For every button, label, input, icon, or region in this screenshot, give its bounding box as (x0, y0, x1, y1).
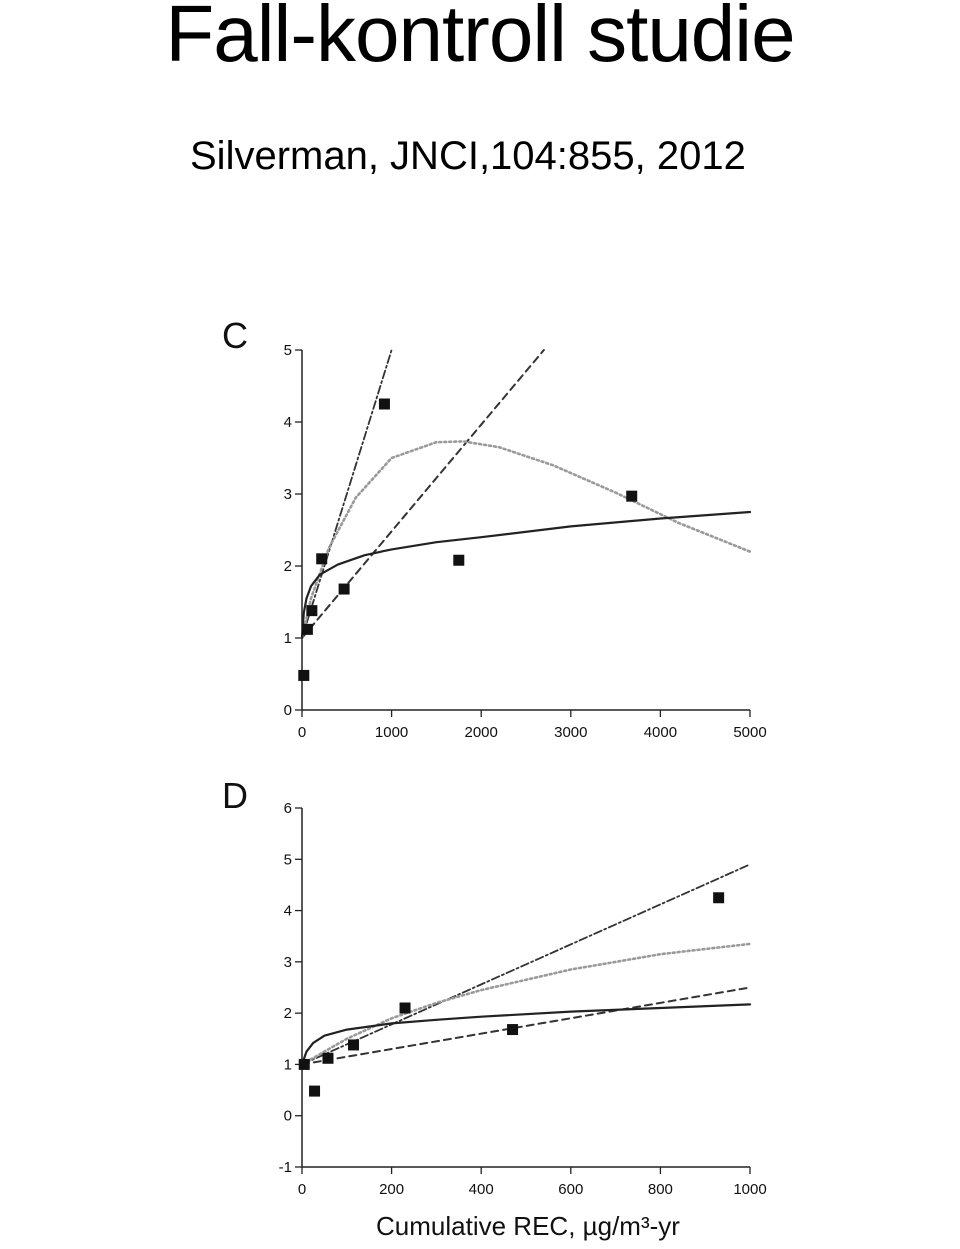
x-tick-label-d: 1000 (733, 1181, 766, 1198)
curve-dashdot-c (301, 349, 393, 639)
data-point-d (507, 1024, 519, 1036)
data-point-c (316, 553, 328, 565)
y-tick-label-d: 4 (284, 903, 292, 920)
x-tick-label-c: 1000 (375, 724, 408, 741)
y-tick-label-c: 0 (284, 702, 292, 719)
curve-solid-d (300, 1003, 752, 1066)
y-tick-label-d: 1 (284, 1056, 292, 1073)
y-tick-label-d: 0 (284, 1108, 292, 1125)
x-tick-label-d: 600 (558, 1181, 583, 1198)
data-point-d (309, 1085, 321, 1097)
y-tick-label-d: -1 (279, 1159, 292, 1176)
data-point-c (378, 398, 390, 410)
curve-dashed-c (301, 349, 545, 639)
x-tick-label-d: 200 (379, 1181, 404, 1198)
curve-dotted-c (300, 440, 752, 640)
x-tick-label-d: 400 (469, 1181, 494, 1198)
data-point-c (338, 583, 350, 595)
data-point-d (399, 1002, 411, 1014)
chart-panel-c: C 0 1 2 3 4 5 0 1000 2000 3000 4000 5000 (222, 315, 767, 741)
y-tick-label-d: 3 (284, 954, 292, 971)
y-tick-label-c: 4 (284, 414, 292, 431)
data-point-c (301, 623, 313, 635)
data-point-d (322, 1052, 334, 1064)
data-point-d (348, 1039, 360, 1051)
y-tick-label-c: 1 (284, 630, 292, 647)
slide-subtitle: Silverman, JNCI,104:855, 2012 (190, 134, 746, 178)
x-tick-label-c: 0 (298, 724, 306, 741)
panel-label-c: C (222, 315, 248, 356)
chart-panel-d: D -1 0 1 2 3 4 5 6 0 200 400 600 800 1000 Cumulative RE… (222, 775, 767, 1241)
y-tick-label-d: 2 (284, 1005, 292, 1022)
x-tick-label-c: 2000 (465, 724, 498, 741)
x-axis-title-d: Cumulative REC, µg/m³-yr (376, 1211, 680, 1241)
panel-label-d: D (222, 775, 248, 816)
data-point-c (306, 605, 318, 617)
x-tick-label-d: 800 (648, 1181, 673, 1198)
y-tick-label-c: 3 (284, 486, 292, 503)
data-point-d (713, 892, 725, 904)
curve-solid-c (300, 510, 752, 640)
curve-dotted-d (300, 942, 752, 1066)
curve-dashdot-d (301, 863, 751, 1066)
x-tick-label-d: 0 (298, 1181, 306, 1198)
curve-dashed-d (301, 986, 751, 1066)
data-point-c (298, 669, 310, 681)
y-tick-label-c: 2 (284, 558, 292, 575)
data-point-c (626, 490, 638, 502)
x-tick-label-c: 4000 (644, 724, 677, 741)
y-tick-label-d: 5 (284, 851, 292, 868)
y-tick-label-c: 5 (284, 342, 292, 359)
slide-title: Fall-kontroll studie (165, 0, 795, 78)
data-point-d (298, 1058, 310, 1070)
x-tick-label-c: 3000 (554, 724, 587, 741)
data-point-c (453, 554, 465, 566)
x-tick-label-c: 5000 (733, 724, 766, 741)
y-tick-label-d: 6 (284, 800, 292, 817)
